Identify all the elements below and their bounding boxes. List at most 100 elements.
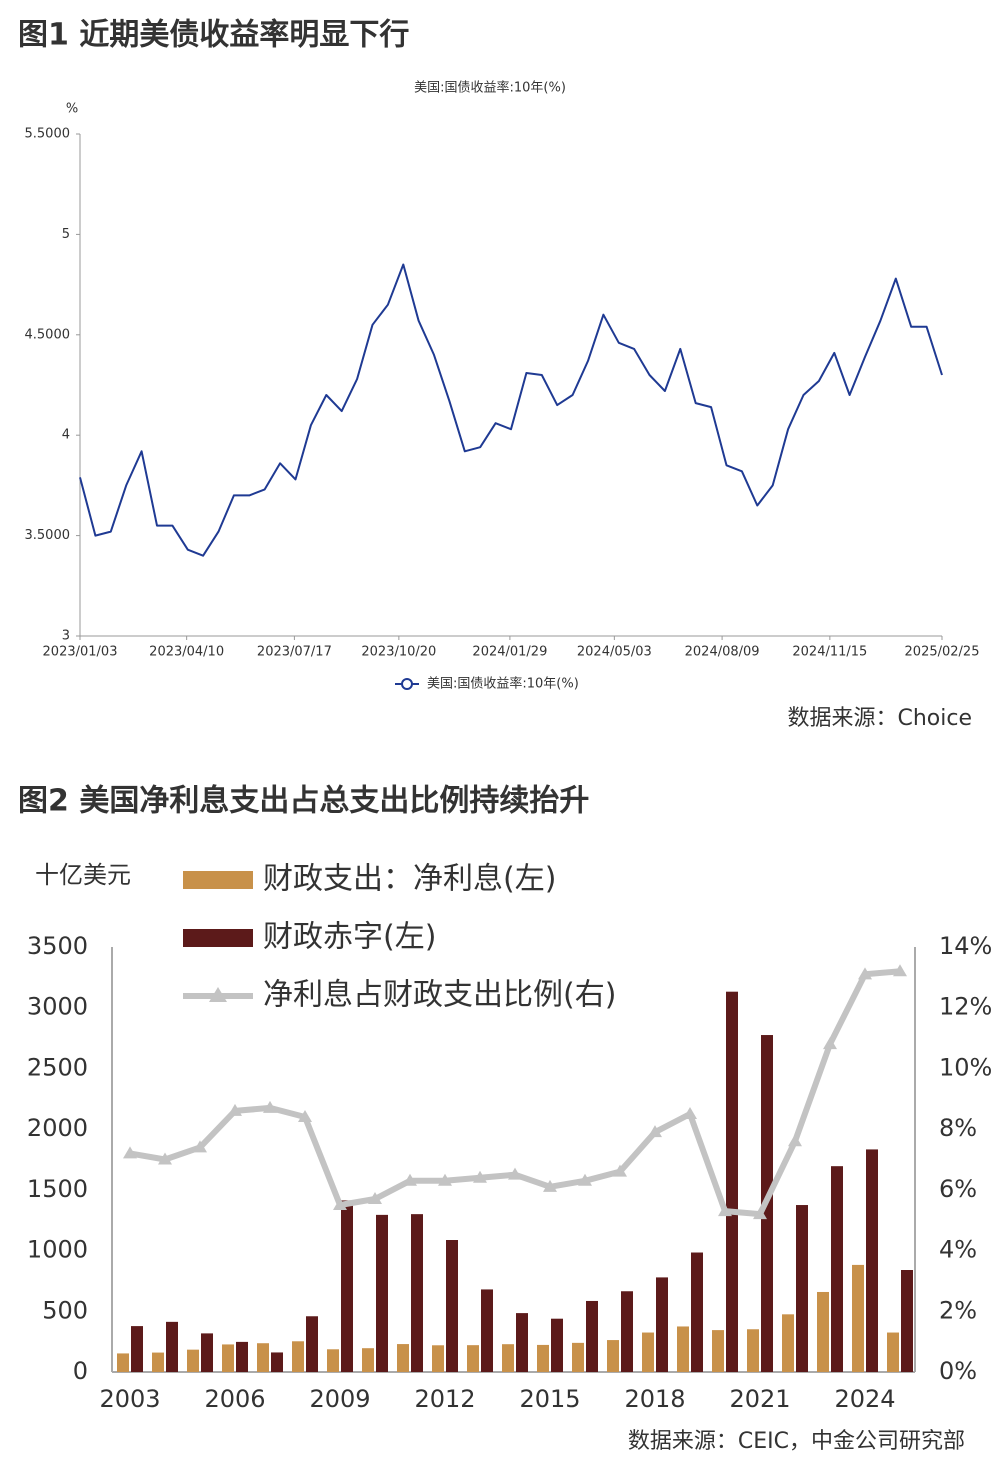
line-marker — [368, 1191, 382, 1204]
bar — [432, 1345, 444, 1372]
line-marker — [228, 1103, 242, 1116]
x-tick-label: 2024 — [834, 1385, 895, 1413]
bar — [551, 1318, 563, 1372]
y2-tick-label: 12% — [939, 993, 992, 1021]
y-axis-unit: % — [66, 102, 78, 117]
line-marker — [508, 1167, 522, 1180]
bar — [796, 1205, 808, 1372]
bar — [397, 1344, 409, 1372]
line-marker — [648, 1125, 662, 1138]
y2-tick-label: 4% — [939, 1236, 977, 1264]
y-tick-label: 500 — [42, 1296, 88, 1324]
x-tick-label: 2003 — [99, 1385, 160, 1413]
figure-heading: 图2 美国净利息支出占总支出比例持续抬升 — [18, 784, 589, 819]
y-axis-unit: 十亿美元 — [35, 861, 131, 889]
bar — [901, 1270, 913, 1372]
bar — [446, 1240, 458, 1372]
line-series — [79, 263, 943, 557]
y2-tick-label: 14% — [939, 932, 992, 960]
bar — [677, 1326, 689, 1372]
bar — [691, 1252, 703, 1372]
line-marker — [473, 1170, 487, 1183]
x-tick-label: 2024/08/09 — [685, 645, 760, 660]
line-marker — [858, 967, 872, 980]
bar — [621, 1291, 633, 1372]
bar — [362, 1348, 374, 1372]
line-marker — [823, 1037, 837, 1050]
line-marker — [753, 1207, 767, 1220]
x-tick-label: 2009 — [309, 1385, 370, 1413]
legend-label: 财政支出：净利息(左) — [263, 862, 556, 897]
legend-label: 美国:国债收益率:10年(%) — [427, 676, 579, 692]
line-marker — [298, 1110, 312, 1122]
bar — [866, 1149, 878, 1372]
line-marker — [578, 1173, 592, 1186]
legend-swatch — [183, 929, 253, 947]
x-tick-label: 2024/05/03 — [577, 645, 652, 660]
bar — [222, 1344, 234, 1372]
bar — [656, 1277, 668, 1372]
line-marker — [788, 1134, 802, 1147]
y2-tick-label: 6% — [939, 1175, 977, 1203]
x-tick-label: 2006 — [204, 1385, 265, 1413]
bar — [516, 1313, 528, 1372]
x-tick-label: 2018 — [624, 1385, 685, 1413]
bar — [306, 1316, 318, 1372]
bar — [726, 991, 738, 1372]
bar — [586, 1300, 598, 1372]
bar — [117, 1353, 129, 1372]
y-tick-label: 4 — [62, 428, 70, 443]
x-tick-label: 2021 — [729, 1385, 790, 1413]
x-tick-label: 2023/04/10 — [149, 645, 224, 660]
y2-tick-label: 8% — [939, 1114, 977, 1142]
x-tick-label: 2024/11/15 — [792, 645, 867, 660]
bar — [411, 1214, 423, 1372]
line-marker — [893, 964, 907, 977]
y2-tick-label: 10% — [939, 1053, 992, 1081]
bar — [642, 1332, 654, 1372]
y-tick-label: 0 — [73, 1357, 88, 1385]
line-marker — [333, 1198, 347, 1211]
y-tick-label: 1000 — [27, 1236, 88, 1264]
y2-tick-label: 0% — [939, 1357, 977, 1385]
y-tick-label: 3000 — [27, 993, 88, 1021]
bar — [852, 1264, 864, 1372]
y-tick-label: 1500 — [27, 1175, 88, 1203]
y-tick-label: 3500 — [27, 932, 88, 960]
x-tick-label: 2015 — [519, 1385, 580, 1413]
bar — [271, 1352, 283, 1372]
y-tick-label: 2500 — [27, 1053, 88, 1081]
bar — [201, 1333, 213, 1372]
line-marker — [438, 1173, 452, 1186]
line-marker — [263, 1100, 277, 1113]
bar — [712, 1330, 724, 1372]
bar — [131, 1326, 143, 1372]
bar — [502, 1344, 514, 1372]
line-marker — [158, 1152, 172, 1165]
bar — [572, 1342, 584, 1372]
bar — [831, 1166, 843, 1372]
bar — [481, 1289, 493, 1372]
x-tick-label: 2024/01/29 — [472, 645, 547, 660]
bar — [537, 1344, 549, 1372]
line-marker — [543, 1179, 557, 1192]
y-tick-label: 3 — [62, 629, 70, 644]
y-tick-label: 4.5000 — [25, 327, 71, 342]
legend-swatch — [183, 871, 253, 889]
y-tick-label: 3.5000 — [25, 528, 71, 543]
x-tick-label: 2023/10/20 — [361, 645, 436, 660]
bar — [467, 1345, 479, 1372]
bar — [376, 1214, 388, 1372]
bar — [817, 1291, 829, 1372]
y2-tick-label: 2% — [939, 1296, 977, 1324]
line-marker — [613, 1164, 627, 1177]
line-marker — [123, 1146, 137, 1159]
legend-label: 净利息占财政支出比例(右) — [263, 978, 616, 1013]
bar — [152, 1352, 164, 1372]
x-tick-label: 2012 — [414, 1385, 475, 1413]
bar — [341, 1200, 353, 1372]
source-note: 数据来源：Choice — [787, 706, 972, 731]
bar — [236, 1341, 248, 1372]
x-tick-label: 2023/07/17 — [257, 645, 332, 660]
